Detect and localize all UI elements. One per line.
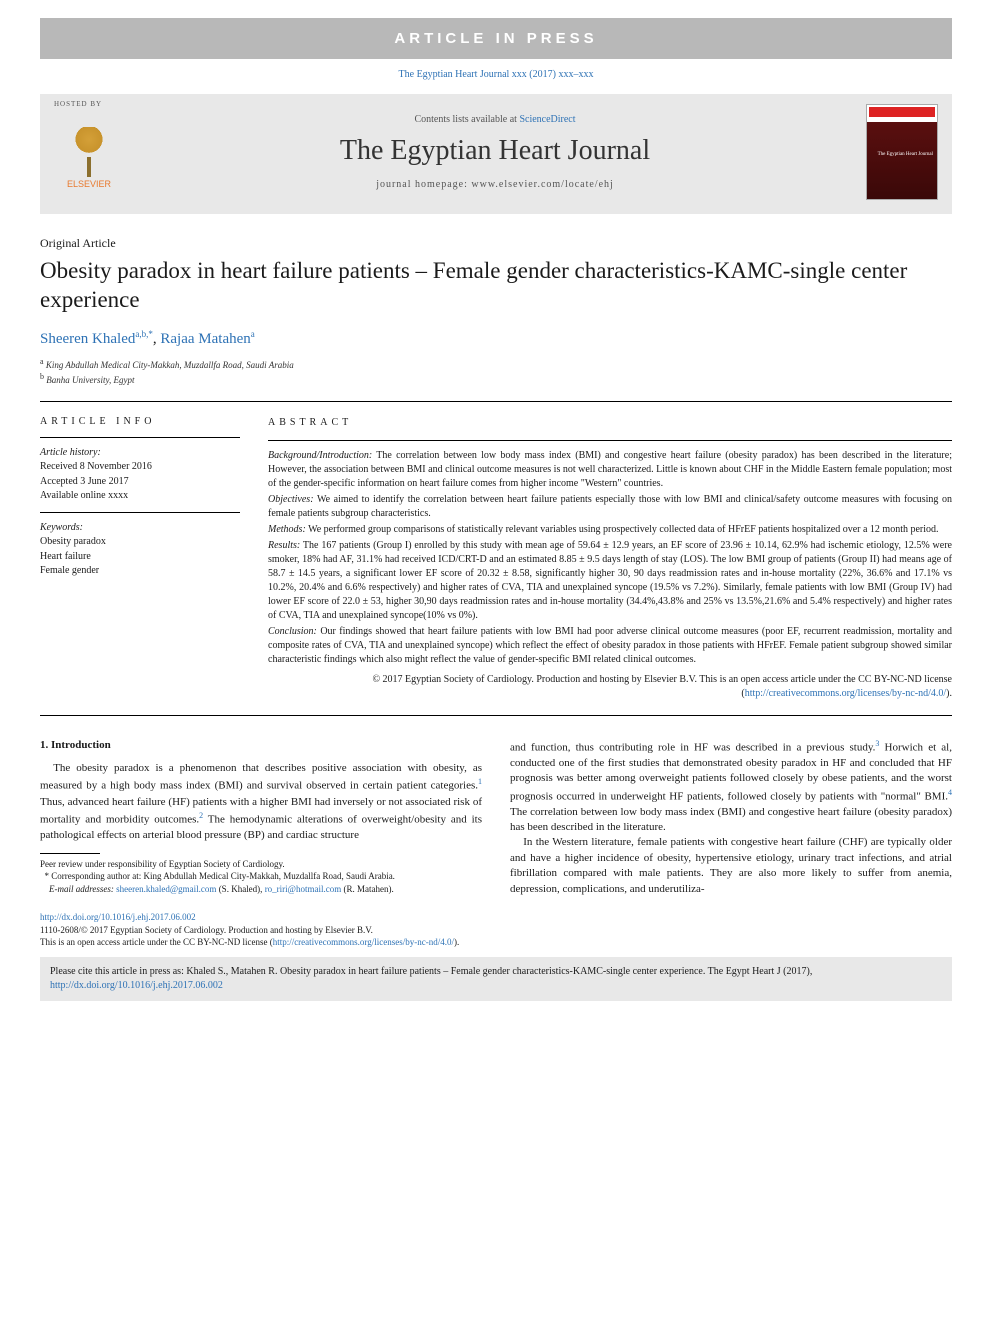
ref-4[interactable]: 4 <box>948 788 952 797</box>
doi-block: http://dx.doi.org/10.1016/j.ehj.2017.06.… <box>40 911 952 949</box>
keyword-2: Heart failure <box>40 550 240 565</box>
section-1-head: 1. Introduction <box>40 738 482 753</box>
sciencedirect-link[interactable]: ScienceDirect <box>519 114 575 125</box>
journal-cover-thumb <box>866 104 938 200</box>
contents-line: Contents lists available at ScienceDirec… <box>124 114 866 125</box>
footnote-rule <box>40 853 100 854</box>
article-in-press-banner: ARTICLE IN PRESS <box>40 18 952 59</box>
hosted-by-label: HOSTED BY <box>54 100 102 108</box>
cite-text: Please cite this article in press as: Kh… <box>50 966 812 977</box>
email-label: E-mail addresses: <box>49 884 114 894</box>
ref-1[interactable]: 1 <box>478 777 482 786</box>
received: Received 8 November 2016 <box>40 460 240 475</box>
copyright: © 2017 Egyptian Society of Cardiology. P… <box>268 673 952 701</box>
p1a: The obesity paradox is a phenomenon that… <box>40 762 482 792</box>
contents-prefix: Contents lists available at <box>414 114 519 125</box>
doi-link[interactable]: http://dx.doi.org/10.1016/j.ehj.2017.06.… <box>40 912 196 922</box>
meth-label: Methods: <box>268 524 306 535</box>
affiliations: a King Abdullah Medical City-Makkah, Muz… <box>40 356 952 387</box>
abstract-col: ABSTRACT Background/Introduction: The co… <box>268 416 952 701</box>
doi-cc-link[interactable]: http://creativecommons.org/licenses/by-n… <box>273 937 454 947</box>
p2a: and function, thus contributing role in … <box>510 741 875 753</box>
journal-homepage: journal homepage: www.elsevier.com/locat… <box>124 179 866 190</box>
article-title: Obesity paradox in heart failure patient… <box>40 257 952 315</box>
article-info-col: ARTICLE INFO Article history: Received 8… <box>40 416 240 701</box>
res-label: Results: <box>268 540 300 551</box>
meth-text: We performed group comparisons of statis… <box>308 524 938 535</box>
email-1[interactable]: sheeren.khaled@gmail.com <box>116 884 216 894</box>
bg-label: Background/Introduction: <box>268 450 372 461</box>
res-text: The 167 patients (Group I) enrolled by t… <box>268 540 952 621</box>
cite-link[interactable]: http://dx.doi.org/10.1016/j.ehj.2017.06.… <box>50 980 223 991</box>
email-2[interactable]: ro_riri@hotmail.com <box>265 884 342 894</box>
authors: Sheeren Khaleda,b,*, Rajaa Matahena <box>40 329 952 348</box>
body-columns: 1. Introduction The obesity paradox is a… <box>40 738 952 897</box>
affil-b: Banha University, Egypt <box>46 375 134 385</box>
obj-text: We aimed to identify the correlation bet… <box>268 494 952 519</box>
footnotes: Peer review under responsibility of Egyp… <box>40 858 482 894</box>
peer-review-note: Peer review under responsibility of Egyp… <box>40 858 482 870</box>
cc-link[interactable]: http://creativecommons.org/licenses/by-n… <box>745 688 946 699</box>
p2c: The correlation between low body mass in… <box>510 806 952 833</box>
author-1-aff: a,b, <box>135 329 148 339</box>
history-label: Article history: <box>40 446 240 461</box>
affil-a: King Abdullah Medical City-Makkah, Muzda… <box>46 360 294 370</box>
conc-text: Our findings showed that heart failure p… <box>268 626 952 665</box>
cc-line: This is an open access article under the… <box>40 937 273 947</box>
keyword-3: Female gender <box>40 564 240 579</box>
author-2[interactable]: Rajaa Matahen <box>160 331 250 347</box>
copyright-close: ). <box>946 688 952 699</box>
rule-2 <box>40 715 952 716</box>
keywords-label: Keywords: <box>40 521 240 536</box>
cc-close: ). <box>454 937 459 947</box>
author-2-aff: a <box>251 329 255 339</box>
cite-box: Please cite this article in press as: Kh… <box>40 957 952 1001</box>
abstract-head: ABSTRACT <box>268 416 952 430</box>
email-1-who: (S. Khaled), <box>219 884 263 894</box>
conc-label: Conclusion: <box>268 626 317 637</box>
p3: In the Western literature, female patien… <box>510 835 952 897</box>
journal-name: The Egyptian Heart Journal <box>124 135 866 167</box>
corr-text: Corresponding author at: King Abdullah M… <box>51 871 395 881</box>
elsevier-name: ELSEVIER <box>54 179 124 189</box>
corr-star: * <box>45 871 50 881</box>
corr-mark: * <box>148 329 153 339</box>
journal-header: HOSTED BY ELSEVIER Contents lists availa… <box>40 94 952 214</box>
obj-label: Objectives: <box>268 494 314 505</box>
online: Available online xxxx <box>40 489 240 504</box>
issn-line: 1110-2608/© 2017 Egyptian Society of Car… <box>40 925 373 935</box>
accepted: Accepted 3 June 2017 <box>40 475 240 490</box>
article-info-head: ARTICLE INFO <box>40 416 240 427</box>
top-citation: The Egyptian Heart Journal xxx (2017) xx… <box>0 69 992 80</box>
email-2-who: (R. Matahen). <box>343 884 393 894</box>
elsevier-logo: ELSEVIER <box>54 127 124 189</box>
author-1[interactable]: Sheeren Khaled <box>40 331 135 347</box>
keyword-1: Obesity paradox <box>40 535 240 550</box>
rule-1 <box>40 401 952 402</box>
article-type: Original Article <box>40 236 952 251</box>
elsevier-tree-icon <box>64 127 114 177</box>
